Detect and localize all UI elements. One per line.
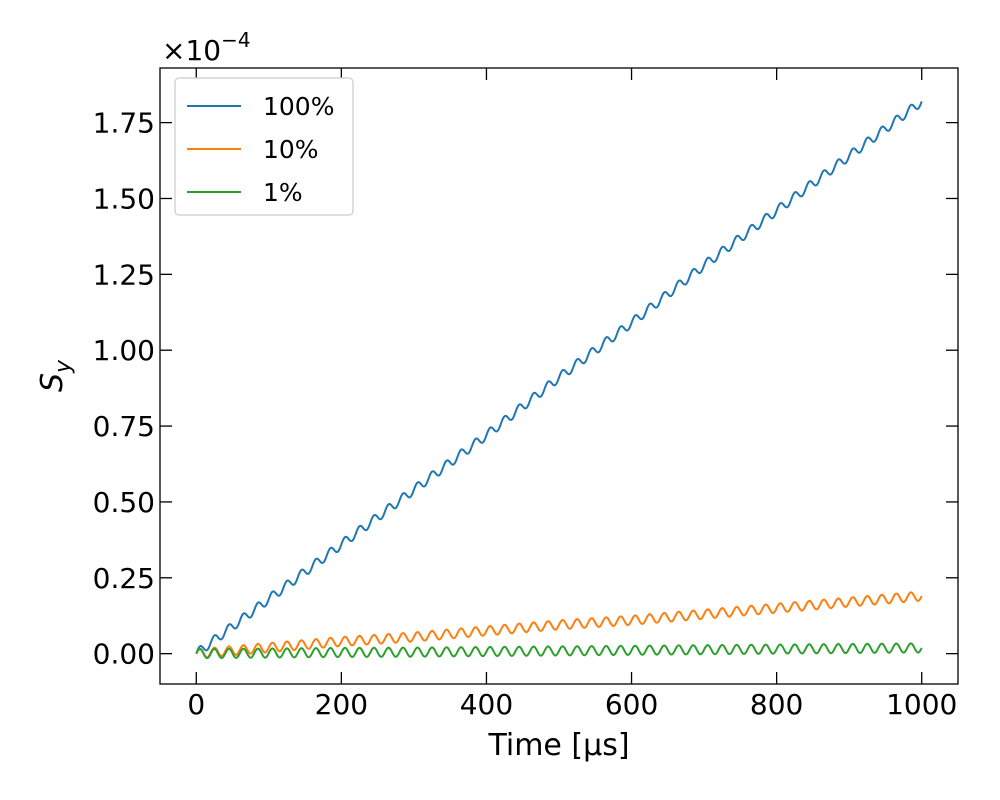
x-tick-label: 400 — [460, 688, 513, 721]
x-tick-label: 0 — [187, 688, 205, 721]
y-tick-label: 0.75 — [93, 410, 155, 443]
legend-label: 1% — [263, 178, 303, 207]
y-tick-label: 1.50 — [93, 182, 155, 215]
series-line-2 — [195, 642, 923, 660]
y-tick-label: 0.50 — [93, 486, 155, 519]
x-tick-label: 800 — [750, 688, 803, 721]
plot-frame — [159, 67, 959, 685]
series-line-0 — [195, 101, 923, 654]
series-layer — [195, 101, 923, 660]
y-tick-label: 0.25 — [93, 562, 155, 595]
y-tick-label: 1.25 — [93, 258, 155, 291]
x-tick-label: 1000 — [886, 688, 957, 721]
legend-label: 100% — [263, 92, 334, 121]
y-axis-label: Sy — [35, 359, 76, 392]
x-tick-label: 200 — [315, 688, 368, 721]
y-tick-label: 1.00 — [93, 334, 155, 367]
x-tick-label: 600 — [605, 688, 658, 721]
y-scale-factor: ×10−4 — [162, 28, 251, 67]
y-tick-label: 0.00 — [93, 638, 155, 671]
legend-box — [174, 77, 354, 216]
series-line-1 — [195, 591, 923, 659]
ticks-layer: 0 200 400 600 800 1000 0.00 0.25 0.50 0.75 1.00 1.2… — [93, 68, 958, 721]
x-axis-label: Time [μs] — [487, 728, 629, 763]
legend: 100% 10% 1% — [174, 77, 354, 216]
legend-label: 10% — [263, 135, 319, 164]
y-tick-label: 1.75 — [93, 107, 155, 140]
